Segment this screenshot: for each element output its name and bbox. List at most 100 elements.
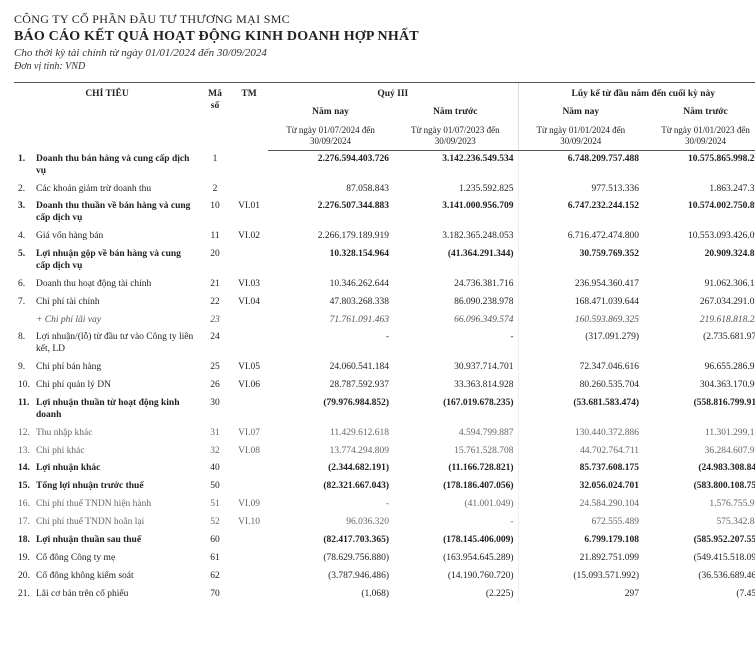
cell-label: Chi phí quản lý DN: [32, 377, 200, 395]
cell-q-nt: -: [393, 514, 518, 532]
cell-q-nt: 3.182.365.248.053: [393, 228, 518, 246]
cell-idx: 1.: [14, 151, 32, 181]
cell-tm: VI.01: [230, 198, 268, 228]
cell-tm: [230, 395, 268, 425]
cell-tm: VI.10: [230, 514, 268, 532]
cell-q-nt: (11.166.728.821): [393, 460, 518, 478]
cell-q-nt: (167.019.678.235): [393, 395, 518, 425]
cell-q-nt: 24.736.381.716: [393, 276, 518, 294]
cell-l-nn: 72.347.046.616: [518, 359, 643, 377]
col-sub-l-nt: Từ ngày 01/01/2023 đến 30/09/2024: [643, 122, 755, 151]
cell-q-nt: (178.186.407.056): [393, 478, 518, 496]
cell-q-nn: 11.429.612.618: [268, 425, 393, 443]
cell-q-nn: -: [268, 329, 393, 359]
cell-idx: 7.: [14, 294, 32, 312]
cell-q-nt: 66.096.349.574: [393, 312, 518, 330]
table-row: 11.Lợi nhuận thuần từ hoạt động kinh doa…: [14, 395, 755, 425]
cell-q-nn: (79.976.984.852): [268, 395, 393, 425]
cell-idx: 19.: [14, 550, 32, 568]
cell-l-nn: 80.260.535.704: [518, 377, 643, 395]
cell-idx: 21.: [14, 586, 32, 604]
cell-l-nt: 11.301.299.128: [643, 425, 755, 443]
cell-tm: VI.07: [230, 425, 268, 443]
cell-l-nn: (15.093.571.992): [518, 568, 643, 586]
currency-unit: Đơn vị tính: VND: [14, 61, 745, 72]
table-body: 1.Doanh thu bán hàng và cung cấp dịch vụ…: [14, 151, 755, 604]
cell-q-nt: (2.225): [393, 586, 518, 604]
table-row: 8.Lợi nhuận/(lỗ) từ đầu tư vào Công ty l…: [14, 329, 755, 359]
cell-l-nt: (24.983.308.843): [643, 460, 755, 478]
cell-q-nn: (78.629.756.880): [268, 550, 393, 568]
table-row: 17.Chi phí thuế TNDN hoãn lại52VI.1096.0…: [14, 514, 755, 532]
cell-l-nn: 6.716.472.474.800: [518, 228, 643, 246]
cell-ma: 52: [200, 514, 230, 532]
cell-label: Doanh thu thuần về bán hàng và cung cấp …: [32, 198, 200, 228]
cell-label: Lợi nhuận/(lỗ) từ đầu tư vào Công ty liê…: [32, 329, 200, 359]
cell-label: Chi phí khác: [32, 443, 200, 461]
cell-l-nt: (549.415.518.095): [643, 550, 755, 568]
cell-l-nn: 977.513.336: [518, 181, 643, 199]
cell-ma: 11: [200, 228, 230, 246]
cell-l-nn: 6.799.179.108: [518, 532, 643, 550]
cell-tm: [230, 478, 268, 496]
cell-q-nn: 71.761.091.463: [268, 312, 393, 330]
cell-tm: VI.02: [230, 228, 268, 246]
cell-ma: 60: [200, 532, 230, 550]
cell-l-nt: (558.816.799.912): [643, 395, 755, 425]
cell-l-nt: 96.655.286.929: [643, 359, 755, 377]
cell-tm: [230, 460, 268, 478]
cell-q-nn: 24.060.541.184: [268, 359, 393, 377]
cell-l-nt: (36.536.689.460): [643, 568, 755, 586]
cell-q-nt: 1.235.592.825: [393, 181, 518, 199]
cell-idx: 16.: [14, 496, 32, 514]
cell-l-nn: 672.555.489: [518, 514, 643, 532]
cell-q-nt: 4.594.799.887: [393, 425, 518, 443]
cell-label: Lợi nhuận thuần sau thuế: [32, 532, 200, 550]
cell-tm: [230, 532, 268, 550]
cell-q-nn: 28.787.592.937: [268, 377, 393, 395]
cell-l-nt: 91.062.306.149: [643, 276, 755, 294]
cell-l-nt: 10.575.865.998.201: [643, 151, 755, 181]
cell-ma: 40: [200, 460, 230, 478]
cell-ma: 26: [200, 377, 230, 395]
cell-idx: [14, 312, 32, 330]
table-row: 13.Chi phí khác32VI.0813.774.294.80915.7…: [14, 443, 755, 461]
cell-l-nn: 297: [518, 586, 643, 604]
cell-l-nn: 32.056.024.701: [518, 478, 643, 496]
cell-idx: 2.: [14, 181, 32, 199]
cell-ma: 21: [200, 276, 230, 294]
cell-tm: [230, 181, 268, 199]
cell-ma: 32: [200, 443, 230, 461]
table-row: 14.Lợi nhuận khác40(2.344.682.191)(11.16…: [14, 460, 755, 478]
cell-q-nn: (2.344.682.191): [268, 460, 393, 478]
cell-ma: 24: [200, 329, 230, 359]
cell-label: Doanh thu hoạt động tài chính: [32, 276, 200, 294]
cell-l-nt: (7.453): [643, 586, 755, 604]
cell-tm: VI.05: [230, 359, 268, 377]
cell-l-nn: (317.091.279): [518, 329, 643, 359]
col-header-tm: TM: [230, 83, 268, 151]
cell-ma: 50: [200, 478, 230, 496]
cell-q-nn: -: [268, 496, 393, 514]
cell-label: Tổng lợi nhuận trước thuế: [32, 478, 200, 496]
cell-idx: 15.: [14, 478, 32, 496]
cell-ma: 31: [200, 425, 230, 443]
table-row: 16.Chi phí thuế TNDN hiện hành51VI.09-(4…: [14, 496, 755, 514]
cell-label: Lợi nhuận gộp về bán hàng và cung cấp dị…: [32, 246, 200, 276]
cell-ma: 23: [200, 312, 230, 330]
cell-idx: 13.: [14, 443, 32, 461]
cell-q-nt: 33.363.814.928: [393, 377, 518, 395]
col-header-ma-so: Mã số: [200, 83, 230, 151]
cell-q-nn: 10.346.262.644: [268, 276, 393, 294]
table-row: 20.Cổ đông không kiểm soát62(3.787.946.4…: [14, 568, 755, 586]
cell-ma: 20: [200, 246, 230, 276]
table-row: 3.Doanh thu thuần về bán hàng và cung cấ…: [14, 198, 755, 228]
col-sub-l-nn: Từ ngày 01/01/2024 đến 30/09/2024: [518, 122, 643, 151]
cell-ma: 61: [200, 550, 230, 568]
cell-tm: VI.08: [230, 443, 268, 461]
table-row: 5.Lợi nhuận gộp về bán hàng và cung cấp …: [14, 246, 755, 276]
cell-tm: [230, 246, 268, 276]
income-statement-table: CHỈ TIÊU Mã số TM Quý III Lũy kế từ đầu …: [14, 82, 755, 603]
cell-q-nt: 86.090.238.978: [393, 294, 518, 312]
cell-label: Thu nhập khác: [32, 425, 200, 443]
